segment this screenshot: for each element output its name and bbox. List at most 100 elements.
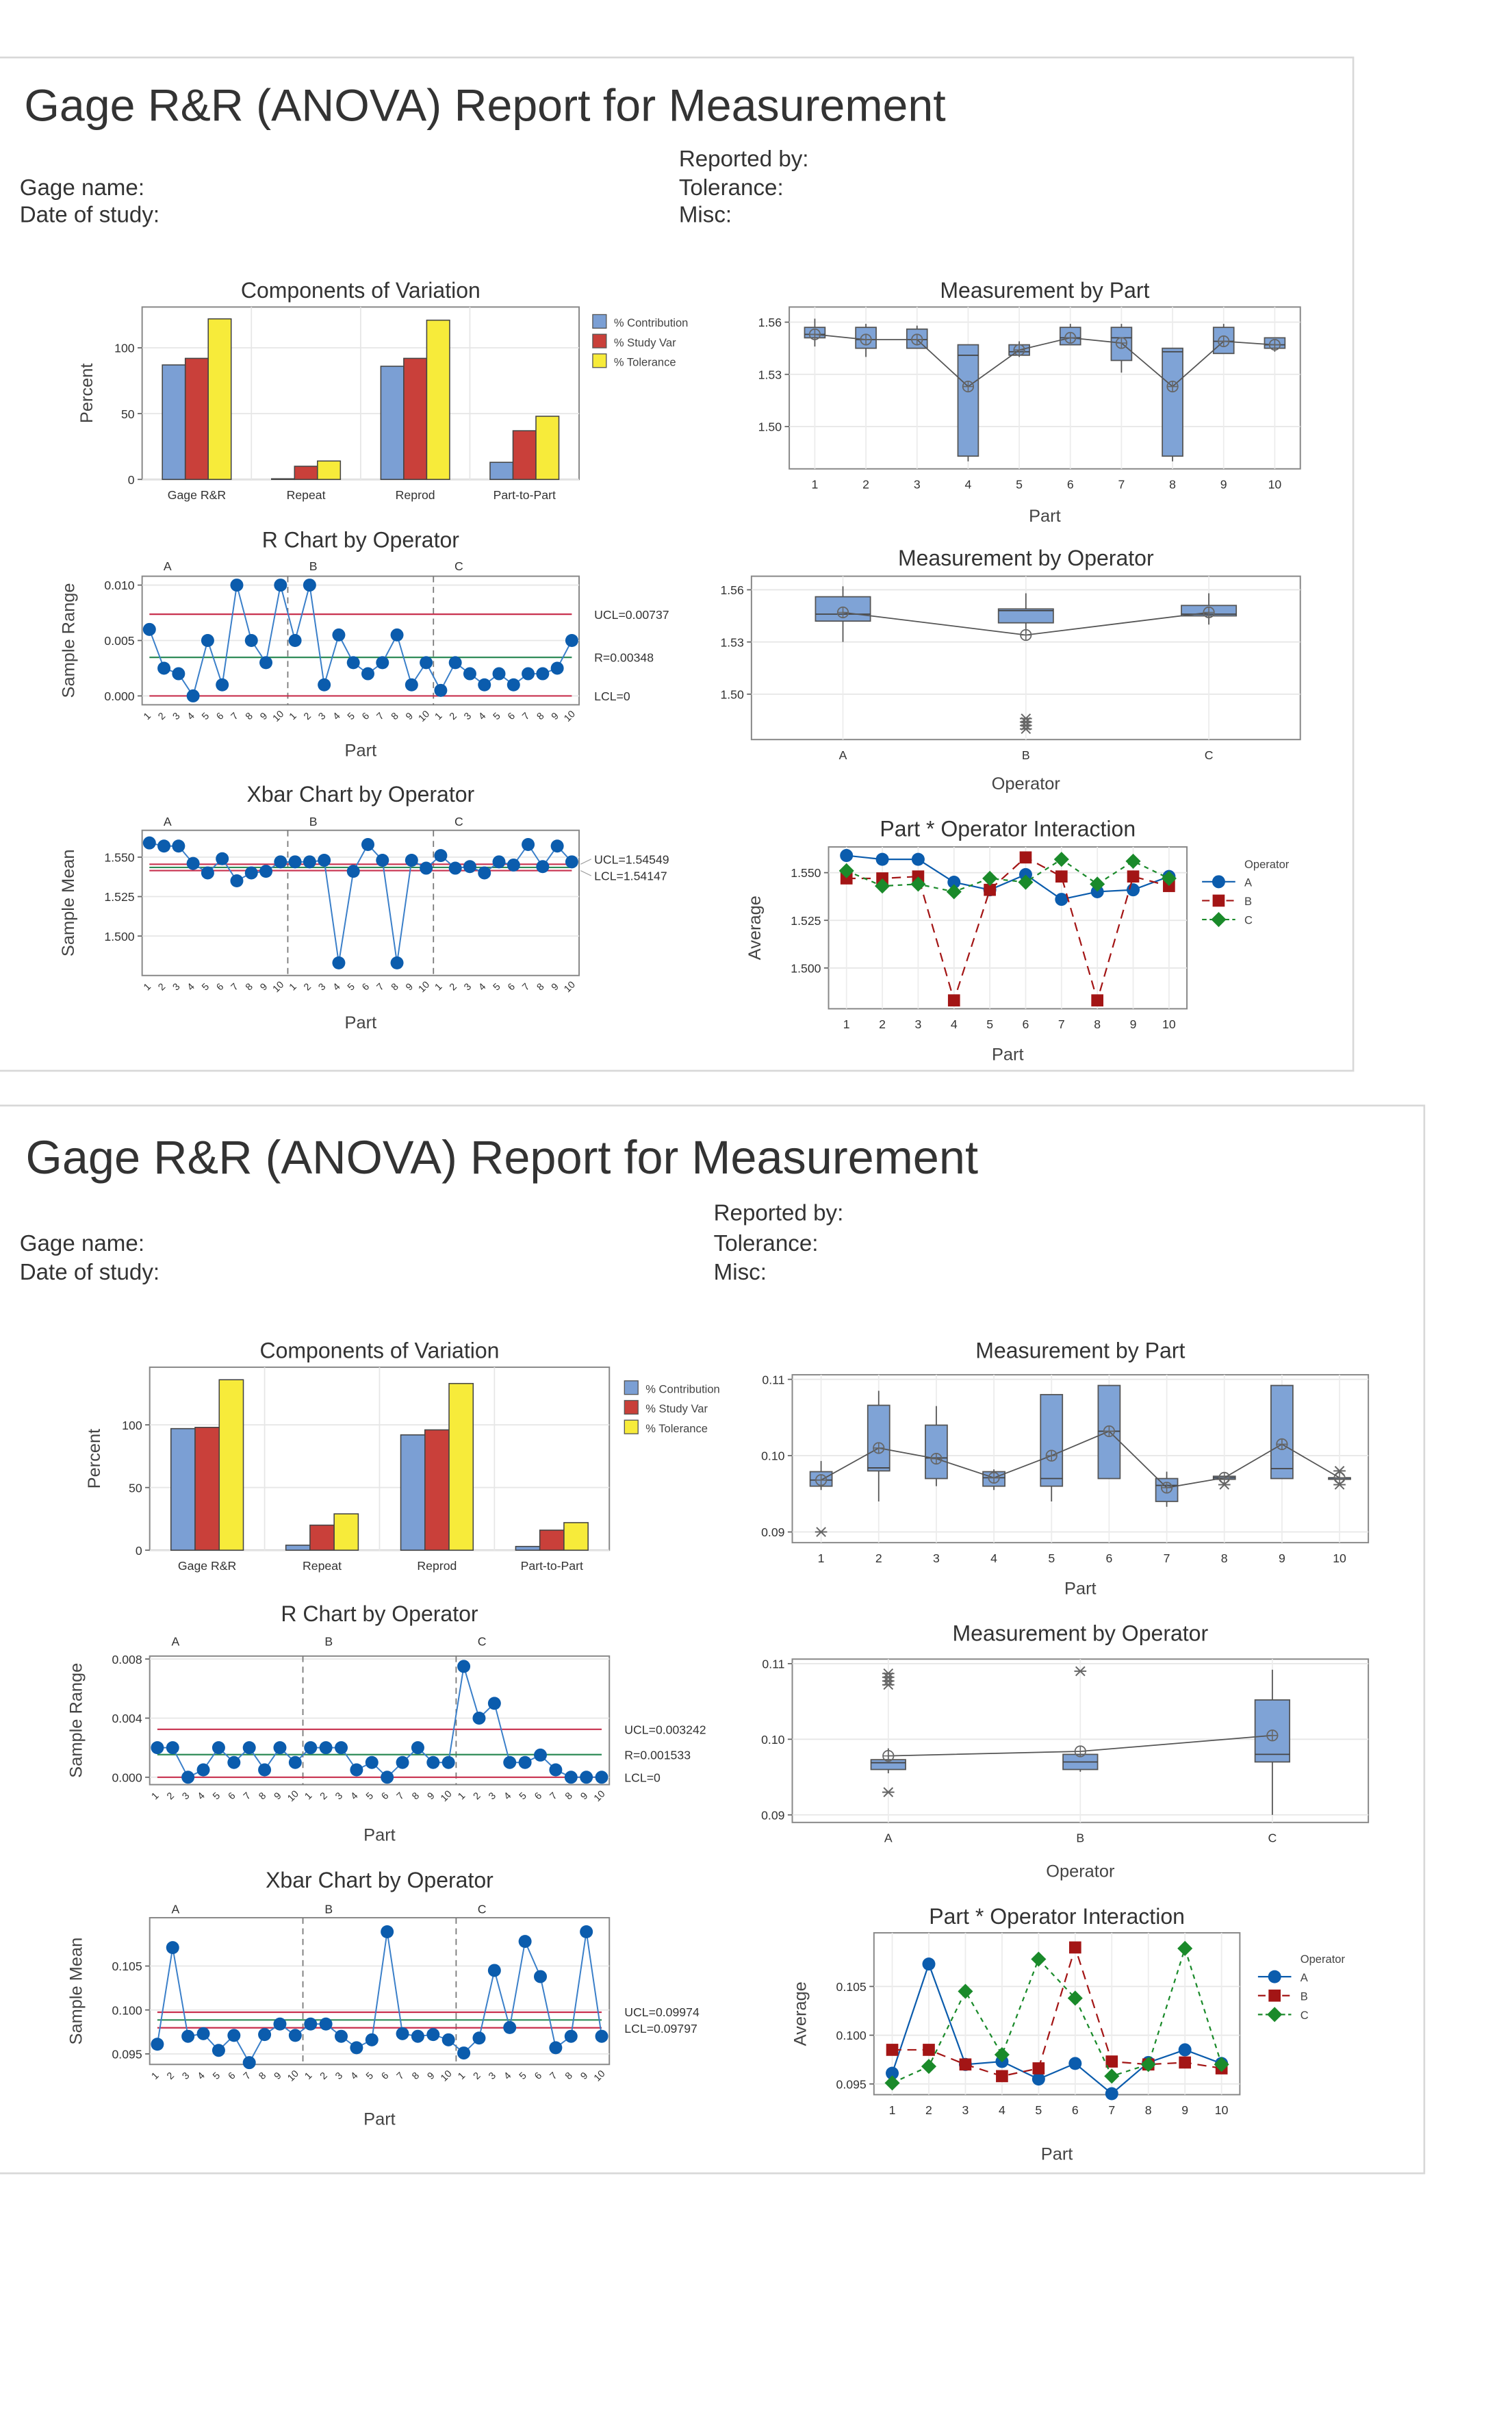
data-point bbox=[487, 1964, 501, 1977]
data-point bbox=[365, 1755, 379, 1769]
legend-swatch bbox=[592, 314, 607, 329]
y-tick-label: 0.008 bbox=[112, 1653, 142, 1666]
data-point bbox=[273, 2017, 287, 2031]
y-tick-label: 1.550 bbox=[791, 866, 821, 880]
y-tick-label: 0.010 bbox=[104, 579, 134, 592]
mean-symbol bbox=[1014, 344, 1025, 355]
bar bbox=[194, 1427, 220, 1551]
operator-group-label: B bbox=[309, 815, 318, 828]
y-tick-label: 0.10 bbox=[761, 1733, 785, 1747]
data-point-C bbox=[838, 863, 854, 878]
data-point bbox=[318, 854, 331, 867]
y-axis-label: Sample Mean bbox=[59, 849, 78, 956]
data-point bbox=[258, 2028, 272, 2042]
data-point-B bbox=[947, 994, 960, 1006]
y-tick-label: 1.53 bbox=[720, 635, 744, 649]
legend-label: % Contribution bbox=[645, 1382, 720, 1395]
legend-label: % Study Var bbox=[614, 336, 676, 349]
mean-symbol bbox=[912, 334, 923, 345]
chart-xbar-chart-by-operator: Xbar Chart by Operator 1.500 1.525 1.550 Sam… bbox=[59, 782, 669, 1032]
data-point-C bbox=[1140, 2057, 1156, 2072]
x-tick-label: 10 bbox=[592, 1788, 608, 1804]
chart-title: Components of Variation bbox=[259, 1339, 499, 1363]
series-line-C bbox=[846, 858, 1170, 893]
data-point bbox=[303, 855, 316, 869]
legend-label: % Tolerance bbox=[645, 1422, 708, 1435]
mean-symbol bbox=[1218, 335, 1229, 347]
mean-symbol bbox=[1065, 332, 1076, 344]
data-point bbox=[259, 865, 273, 878]
data-point-C bbox=[1018, 874, 1034, 890]
x-tick-label: Repeat bbox=[303, 1559, 342, 1573]
x-tick-label: 9 bbox=[1220, 477, 1227, 491]
x-tick-label: 6 bbox=[1105, 1551, 1112, 1565]
x-tick-label: 4 bbox=[990, 1551, 997, 1565]
data-point bbox=[381, 1925, 394, 1939]
operator-group-label: A bbox=[164, 815, 172, 828]
data-point bbox=[565, 634, 578, 647]
bar bbox=[426, 319, 450, 481]
x-tick-label: Gage R&R bbox=[168, 488, 226, 502]
data-point bbox=[166, 1941, 179, 1955]
chart-part-operator-interaction: Part * Operator Interaction 0.095 0.100 0.1… bbox=[791, 1904, 1345, 2164]
y-tick-label: 0.11 bbox=[762, 1657, 784, 1671]
legend-swatch bbox=[592, 353, 607, 368]
data-point-A bbox=[1105, 2087, 1118, 2101]
y-tick-label: 0.105 bbox=[112, 1959, 142, 1973]
y-tick-label: 0.100 bbox=[836, 2029, 867, 2042]
bar bbox=[563, 1522, 589, 1551]
label-leader bbox=[580, 870, 591, 876]
data-point bbox=[457, 2046, 471, 2060]
data-point bbox=[448, 861, 462, 875]
y-tick-label: 0 bbox=[128, 473, 135, 487]
x-tick-label: B bbox=[1076, 1831, 1084, 1845]
x-tick-label: Part-to-Part bbox=[521, 1559, 583, 1573]
data-point bbox=[472, 2031, 486, 2045]
mean-connect-line bbox=[821, 1430, 1340, 1488]
data-point bbox=[411, 1741, 424, 1755]
data-point bbox=[332, 956, 346, 969]
y-tick-label: 0.000 bbox=[104, 689, 134, 703]
chart-r-chart-by-operator: R Chart by Operator 0.000 0.005 0.010 Sample… bbox=[59, 528, 669, 761]
legend-marker bbox=[1211, 912, 1227, 928]
data-point-C bbox=[1125, 853, 1141, 869]
bar bbox=[207, 318, 232, 481]
data-point-A bbox=[886, 2066, 899, 2080]
bar bbox=[162, 364, 186, 481]
misc-label: Misc: bbox=[679, 203, 732, 228]
outlier-marker bbox=[882, 1668, 895, 1679]
data-point bbox=[492, 855, 506, 869]
mean-symbol bbox=[1075, 1746, 1086, 1757]
x-tick-label: 2 bbox=[875, 1551, 882, 1565]
y-tick-label: 0 bbox=[136, 1544, 142, 1558]
x-tick-label: A bbox=[839, 748, 847, 762]
data-point-A bbox=[840, 849, 854, 863]
data-point-C bbox=[921, 2059, 937, 2075]
x-tick-label: 10 bbox=[285, 1788, 301, 1804]
data-point-B bbox=[840, 872, 853, 885]
x-tick-label: 5 bbox=[986, 1017, 993, 1031]
mean-symbol bbox=[988, 1472, 999, 1484]
x-tick-label: 10 bbox=[562, 980, 578, 995]
data-point-A bbox=[875, 852, 889, 866]
x-tick-label: 7 bbox=[1164, 1551, 1170, 1565]
data-point bbox=[503, 1755, 517, 1769]
y-tick-label: 0.09 bbox=[761, 1525, 784, 1539]
x-tick-label: 10 bbox=[1268, 477, 1282, 491]
data-point bbox=[472, 1711, 486, 1725]
control-limit-label: R=0.001533 bbox=[624, 1748, 691, 1762]
report-title: Gage R&R (ANOVA) Report for Measurement bbox=[26, 1131, 978, 1184]
x-tick-label: 10 bbox=[416, 709, 432, 724]
outlier-marker bbox=[815, 1527, 828, 1537]
data-point bbox=[181, 2029, 195, 2043]
data-point bbox=[487, 1697, 501, 1710]
plot-area bbox=[149, 1655, 611, 1786]
x-tick-label: 10 bbox=[1162, 1017, 1176, 1031]
series-line-B bbox=[846, 856, 1170, 1004]
x-tick-label: 5 bbox=[1048, 1551, 1055, 1565]
y-tick-label: 0.000 bbox=[112, 1771, 142, 1784]
control-limit-label: UCL=0.00737 bbox=[594, 608, 669, 622]
operator-group-label: C bbox=[478, 1902, 487, 1916]
data-point bbox=[580, 1771, 593, 1784]
data-point bbox=[201, 866, 214, 880]
